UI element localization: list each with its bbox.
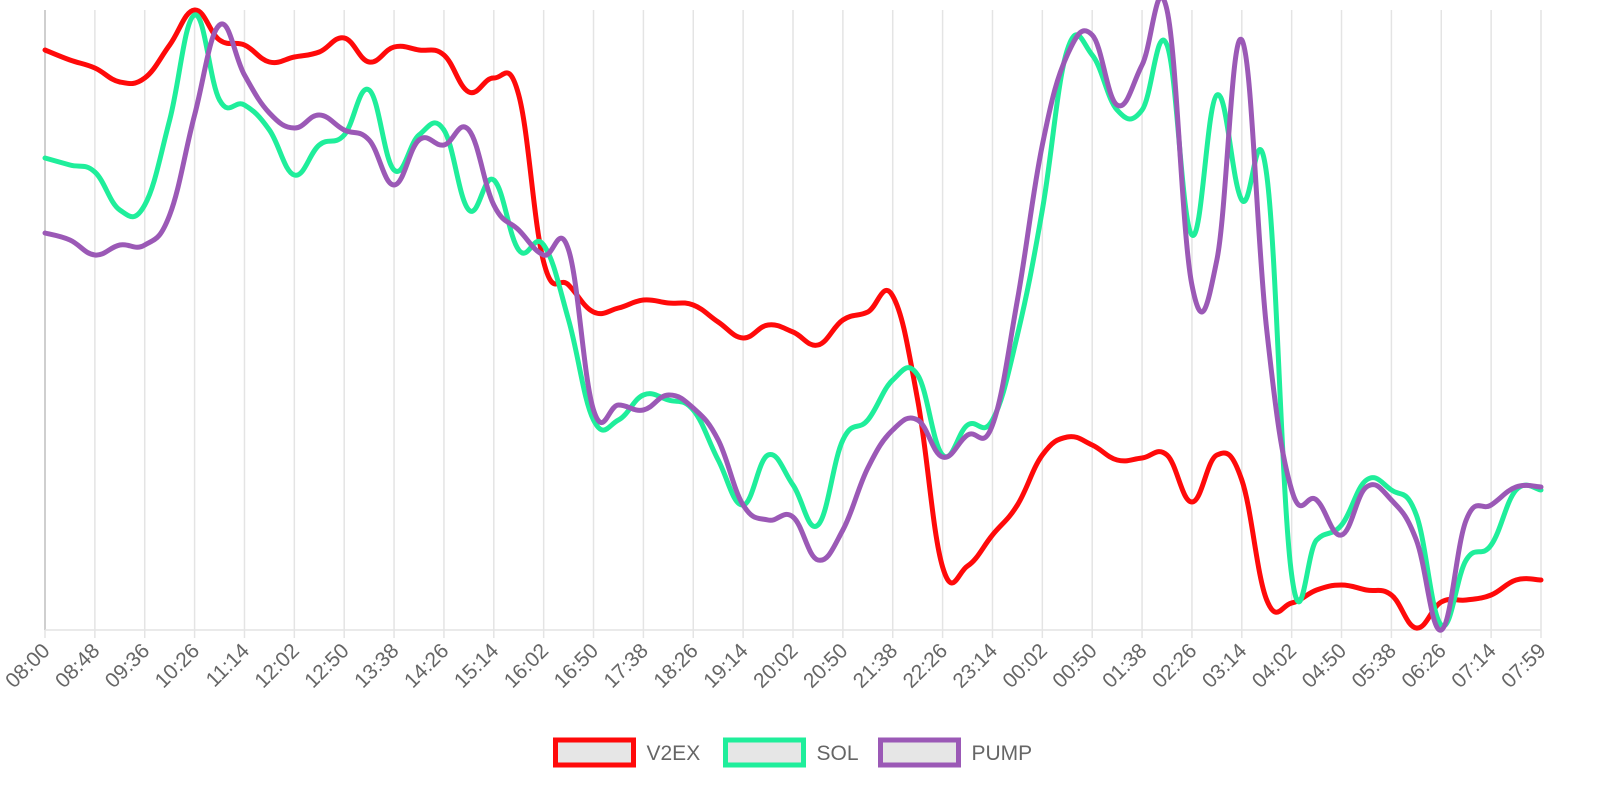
x-tick-label: 08:48 — [51, 639, 104, 692]
x-tick-label: 00:50 — [1048, 639, 1101, 692]
x-tick-label: 20:50 — [799, 639, 852, 692]
x-tick-label: 20:02 — [749, 639, 802, 692]
x-tick-label: 11:14 — [202, 639, 255, 692]
x-tick-label: 19:14 — [699, 639, 753, 693]
x-tick-label: 15:14 — [450, 639, 504, 693]
legend-label[interactable]: V2EX — [647, 742, 701, 765]
x-tick-label: 00:02 — [998, 639, 1051, 692]
legend-swatch[interactable] — [723, 737, 806, 768]
x-tick-label: 21:38 — [849, 639, 902, 692]
x-tick-label: 17:38 — [600, 639, 653, 692]
legend-item[interactable]: SOL — [723, 737, 859, 768]
data-line — [42, 7, 1544, 631]
legend-label[interactable]: SOL — [817, 742, 859, 765]
x-tick-label: 08:00 — [1, 639, 54, 692]
x-tick-label: 16:02 — [500, 639, 553, 692]
x-tick-label: 14:26 — [400, 639, 453, 692]
x-tick-label: 06:26 — [1397, 639, 1450, 692]
x-tick-label: 02:26 — [1148, 639, 1201, 692]
x-tick-label: 13:38 — [350, 639, 403, 692]
x-tick-label: 10:26 — [151, 639, 204, 692]
x-tick-label: 09:36 — [101, 639, 154, 692]
x-tick-label: 22:26 — [899, 639, 952, 692]
data-line — [42, 0, 1544, 633]
data-line — [42, 12, 1544, 629]
x-tick-label: 07:14 — [1447, 639, 1501, 693]
x-tick-label: 23:14 — [949, 639, 1003, 693]
x-tick-label: 05:38 — [1348, 639, 1401, 692]
legend-item[interactable]: PUMP — [878, 737, 1033, 768]
x-tick-label: 16:50 — [550, 639, 603, 692]
legend-swatch[interactable] — [553, 737, 636, 768]
x-tick-label: 01:38 — [1098, 639, 1151, 692]
x-tick-label: 03:14 — [1198, 639, 1252, 693]
x-tick-label: 18:26 — [649, 639, 702, 692]
legend-label[interactable]: PUMP — [972, 742, 1033, 765]
x-tick-label: 12:02 — [250, 639, 303, 692]
legend: V2EX SOL PUMP — [553, 737, 1033, 768]
legend-item[interactable]: V2EX — [553, 737, 701, 768]
x-tick-label: 12:50 — [300, 639, 353, 692]
legend-swatch[interactable] — [878, 737, 961, 768]
x-tick-label: 04:02 — [1248, 639, 1301, 692]
x-tick-label: 07:59 — [1497, 639, 1550, 692]
x-tick-label: 04:50 — [1298, 639, 1351, 692]
